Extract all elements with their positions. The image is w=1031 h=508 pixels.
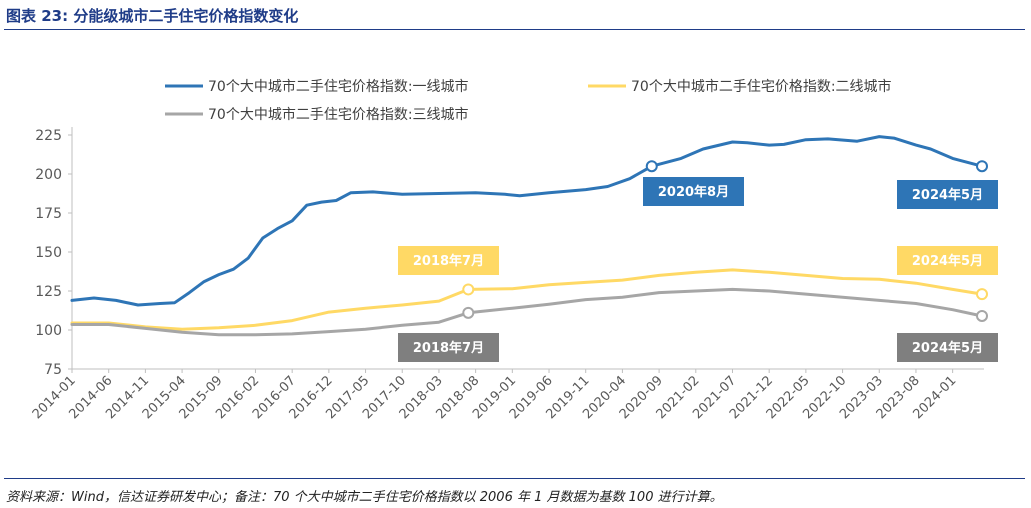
top-rule <box>4 29 1025 30</box>
marker-tier3 <box>462 306 475 319</box>
y-tick-label: 150 <box>35 245 62 261</box>
callout-box-tier3 <box>897 333 998 362</box>
figure-title: 图表 23: 分能级城市二手住宅价格指数变化 <box>6 7 299 25</box>
y-tick-label: 125 <box>35 284 62 300</box>
callout-label-tier2: 2018年7月 <box>413 253 484 269</box>
marker-tier1 <box>645 160 658 173</box>
y-tick-label: 200 <box>35 167 62 183</box>
marker-tier2 <box>462 283 475 296</box>
marker-tier1 <box>976 160 988 173</box>
marker-tier2 <box>976 288 988 301</box>
callout-label-tier2: 2024年5月 <box>912 253 983 269</box>
y-tick-label: 100 <box>35 323 62 339</box>
legend-label-tier1: 70个大中城市二手住宅价格指数:一线城市 <box>208 78 469 95</box>
callout-label-tier3: 2018年7月 <box>413 340 484 356</box>
y-tick-label: 225 <box>35 128 62 144</box>
source-note: 资料来源：Wind，信达证券研发中心；备注：70 个大中城市二手住宅价格指数以 … <box>6 490 723 505</box>
legend-label-tier2: 70个大中城市二手住宅价格指数:二线城市 <box>631 78 892 95</box>
marker-tier3 <box>976 309 988 322</box>
callout-label-tier3: 2024年5月 <box>912 340 983 356</box>
series-line-tier1 <box>70 135 984 307</box>
series-line-tier2 <box>70 268 984 331</box>
callout-box-tier1 <box>897 180 998 209</box>
callout-box-tier2 <box>897 246 998 275</box>
bottom-rule <box>4 478 1025 479</box>
series-line-tier3 <box>70 287 984 337</box>
legend-label-tier3: 70个大中城市二手住宅价格指数:三线城市 <box>208 106 469 123</box>
callout-box-tier3 <box>398 333 499 362</box>
callout-box-tier1 <box>643 177 744 206</box>
y-tick-label: 175 <box>35 206 62 222</box>
callout-label-tier1: 2024年5月 <box>912 187 983 203</box>
y-tick-label: 75 <box>44 362 62 378</box>
callout-box-tier2 <box>398 246 499 275</box>
callout-label-tier1: 2020年8月 <box>658 184 729 200</box>
